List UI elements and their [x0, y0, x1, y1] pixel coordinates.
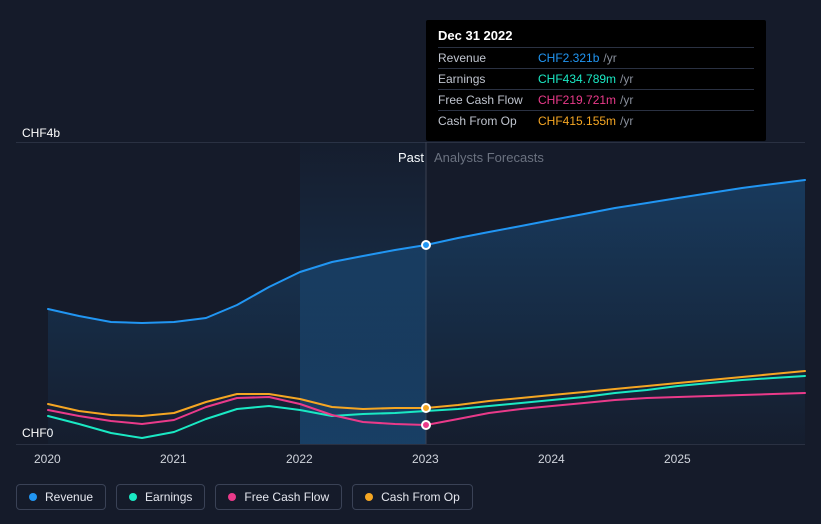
legend-item[interactable]: Free Cash Flow: [215, 484, 342, 510]
legend-item[interactable]: Earnings: [116, 484, 205, 510]
tooltip-metric-label: Earnings: [438, 72, 538, 86]
legend-label: Cash From Op: [381, 490, 460, 504]
tooltip-row: EarningsCHF434.789m/yr: [438, 68, 754, 89]
tooltip-metric-label: Cash From Op: [438, 114, 538, 128]
tooltip-date: Dec 31 2022: [438, 28, 754, 43]
legend-label: Revenue: [45, 490, 93, 504]
x-tick: 2020: [34, 452, 61, 466]
x-tick: 2023: [412, 452, 439, 466]
tooltip-metric-value: CHF219.721m: [538, 93, 616, 107]
tooltip-metric-unit: /yr: [620, 114, 633, 128]
legend-label: Free Cash Flow: [244, 490, 329, 504]
tooltip-metric-label: Revenue: [438, 51, 538, 65]
legend-label: Earnings: [145, 490, 192, 504]
chart-tooltip: Dec 31 2022 RevenueCHF2.321b/yrEarningsC…: [426, 20, 766, 141]
tooltip-metric-unit: /yr: [620, 72, 633, 86]
tooltip-metric-unit: /yr: [603, 51, 616, 65]
tooltip-row: Free Cash FlowCHF219.721m/yr: [438, 89, 754, 110]
tooltip-row: Cash From OpCHF415.155m/yr: [438, 110, 754, 131]
tooltip-metric-value: CHF2.321b: [538, 51, 599, 65]
x-tick: 2024: [538, 452, 565, 466]
x-tick: 2025: [664, 452, 691, 466]
legend-item[interactable]: Cash From Op: [352, 484, 473, 510]
x-tick: 2021: [160, 452, 187, 466]
chart-legend: Revenue Earnings Free Cash Flow Cash From O…: [16, 484, 473, 510]
legend-dot-icon: [29, 493, 37, 501]
legend-item[interactable]: Revenue: [16, 484, 106, 510]
legend-dot-icon: [365, 493, 373, 501]
tooltip-metric-label: Free Cash Flow: [438, 93, 538, 107]
legend-dot-icon: [228, 493, 236, 501]
tooltip-row: RevenueCHF2.321b/yr: [438, 47, 754, 68]
financial-chart: CHF4b CHF0 Past Analysts Forecasts 20202…: [16, 0, 805, 524]
tooltip-metric-value: CHF434.789m: [538, 72, 616, 86]
tooltip-metric-unit: /yr: [620, 93, 633, 107]
x-tick: 2022: [286, 452, 313, 466]
tooltip-metric-value: CHF415.155m: [538, 114, 616, 128]
legend-dot-icon: [129, 493, 137, 501]
